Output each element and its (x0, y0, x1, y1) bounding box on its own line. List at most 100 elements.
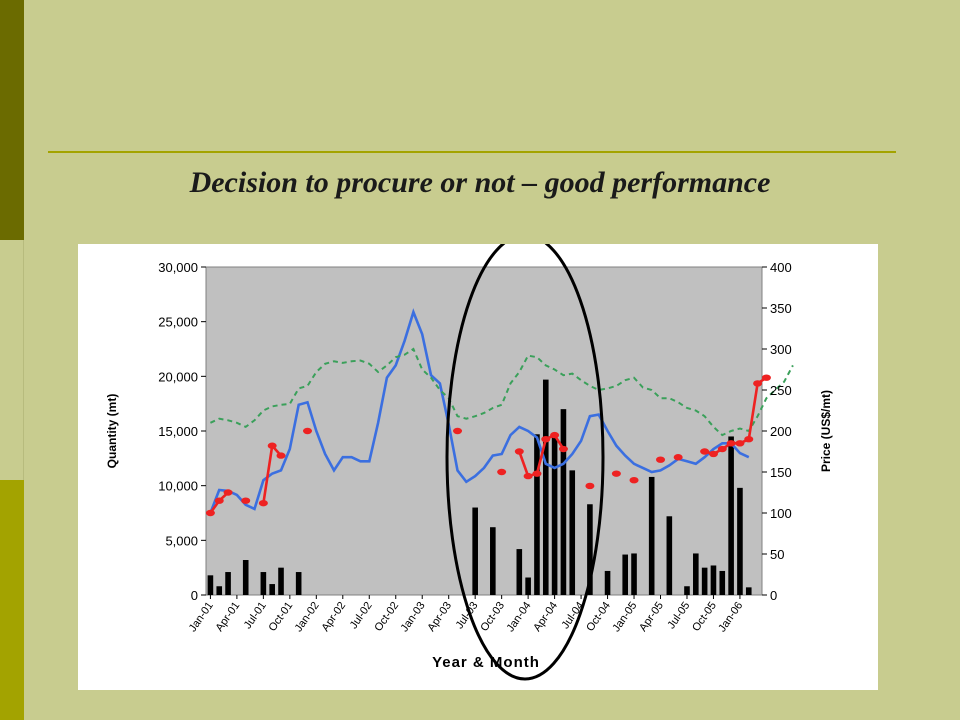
quantity-bar (745, 587, 752, 595)
x-tick-label: Jan-01 (187, 600, 216, 634)
quantity-bar (560, 409, 567, 595)
left-tick-label: 0 (191, 588, 198, 603)
quantity-bar (631, 553, 637, 595)
x-tick-label: Jan-02 (293, 600, 322, 634)
x-tick-label: Jul-01 (242, 600, 269, 631)
right-tick-label: 400 (770, 260, 792, 275)
quantity-bar (737, 487, 743, 595)
quantity-bar (710, 565, 717, 595)
left-tick-label: 10,000 (158, 479, 198, 494)
quantity-bar (534, 434, 540, 595)
x-tick-label: Oct-02 (372, 600, 401, 634)
price-marker (700, 448, 710, 455)
quantity-bar (569, 470, 576, 595)
left-tick-label: 25,000 (158, 315, 198, 330)
quantity-bar (587, 504, 593, 595)
price-marker (717, 445, 727, 453)
quantity-bar (216, 586, 223, 595)
price-marker (708, 450, 718, 458)
quantity-bar (269, 584, 275, 595)
price-marker (223, 489, 233, 496)
x-tick-label: Apr-03 (425, 600, 454, 634)
quantity-bar (693, 553, 699, 595)
slide-title: Decision to procure or not – good perfor… (189, 166, 771, 199)
price-marker (241, 497, 251, 504)
quantity-bar (278, 567, 284, 595)
x-tick-label: Jul-05 (665, 600, 692, 631)
price-marker (656, 456, 666, 463)
right-tick-label: 200 (770, 424, 792, 439)
chart-container: 0 5,000 10,000 15,000 20,000 25,000 30,000 0 50… (78, 244, 878, 690)
title-rule (48, 151, 896, 153)
price-line-green (209, 347, 794, 437)
price-marker (205, 509, 215, 517)
quantity-bars (207, 379, 752, 595)
price-marker (541, 436, 551, 443)
quantity-bar (701, 567, 708, 595)
quantity-bar (472, 507, 478, 595)
quantity-bar (719, 570, 726, 595)
right-tick-label: 250 (770, 383, 792, 398)
x-tick-label: Oct-04 (584, 600, 613, 634)
quantity-bar (551, 434, 558, 595)
right-axis-ticks: 0 50 100 150 200 250 300 350 400 (762, 260, 792, 603)
quantity-bar (728, 436, 734, 595)
price-marker (453, 427, 463, 435)
x-axis-label: Year & Month (432, 654, 540, 671)
quantity-bar (207, 575, 214, 595)
price-marker (611, 470, 621, 477)
x-tick-label: Oct-05 (690, 600, 719, 634)
price-lines (205, 308, 794, 517)
x-tick-label: Oct-03 (478, 600, 507, 634)
price-marker (214, 497, 224, 504)
quantity-bar (542, 379, 549, 595)
right-tick-label: 150 (770, 465, 792, 480)
plot-area (205, 266, 763, 596)
right-tick-label: 300 (770, 342, 792, 357)
price-marker (267, 442, 277, 449)
quantity-bar (490, 527, 496, 595)
x-tick-label: Jan-04 (504, 600, 533, 634)
quantity-bar (525, 577, 531, 595)
x-tick-label: Apr-05 (637, 600, 666, 634)
price-marker (726, 440, 736, 447)
x-tick-label: Apr-04 (531, 600, 560, 634)
right-tick-label: 350 (770, 301, 792, 316)
price-marker (753, 380, 763, 387)
quantity-bar (648, 476, 655, 595)
quantity-bar (295, 572, 302, 595)
price-marker (258, 499, 268, 507)
right-tick-label: 50 (770, 547, 784, 562)
quantity-bar (260, 572, 267, 595)
x-tick-label: Oct-01 (267, 600, 296, 634)
right-tick-label: 0 (770, 588, 777, 603)
x-tick-label: Jan-03 (399, 600, 428, 634)
right-tick-label: 100 (770, 506, 792, 521)
price-marker (532, 470, 542, 477)
y-axis-label-right: Price (US$/mt) (819, 390, 833, 472)
price-marker (550, 431, 560, 439)
highlight-ellipse (445, 244, 605, 681)
left-tick-label: 5,000 (165, 533, 198, 548)
quantity-bar (516, 549, 523, 595)
price-marker (735, 440, 745, 447)
price-marker (558, 445, 568, 453)
price-marker (302, 427, 312, 435)
decor-bar-light (0, 240, 24, 480)
y-axis-label-left: Quantity (mt) (105, 394, 119, 469)
x-tick-label: Jul-02 (348, 600, 375, 631)
combo-chart: 0 5,000 10,000 15,000 20,000 25,000 30,000 0 50… (105, 244, 833, 681)
price-marker (523, 472, 533, 480)
left-tick-label: 15,000 (158, 424, 198, 439)
price-marker (629, 477, 639, 484)
decor-bar-dark (0, 0, 24, 240)
quantity-bar (225, 572, 231, 595)
x-tick-label: Apr-01 (214, 600, 243, 634)
price-marker (744, 436, 754, 443)
price-line-blue (209, 308, 750, 514)
left-tick-label: 30,000 (158, 260, 198, 275)
left-axis-ticks: 0 5,000 10,000 15,000 20,000 25,000 30,000 (158, 260, 206, 603)
x-tick-label: Jan-06 (716, 600, 745, 634)
quantity-bar (604, 570, 611, 595)
quantity-bar (242, 560, 249, 595)
